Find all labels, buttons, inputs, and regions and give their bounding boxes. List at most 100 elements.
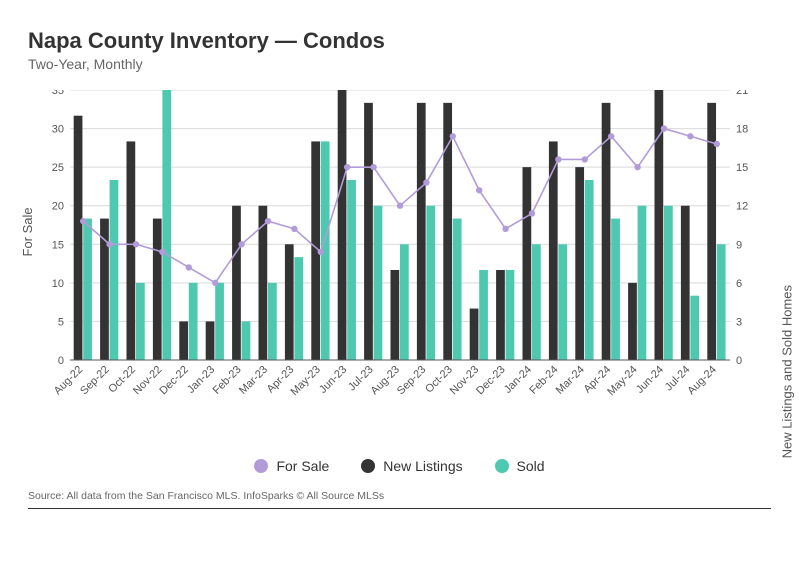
y-axis-right-label: New Listings and Sold Homes (779, 285, 794, 458)
sold-bar (717, 244, 726, 360)
sold-bar (426, 206, 435, 360)
for-sale-marker (555, 156, 561, 162)
new_listings-bar (575, 167, 584, 360)
svg-text:25: 25 (52, 162, 64, 174)
sold-bar (532, 244, 541, 360)
x-category-label: Sep-23 (395, 364, 429, 398)
x-category-label: Dec-22 (157, 364, 191, 398)
svg-text:10: 10 (52, 278, 64, 290)
sold-bar (506, 270, 515, 360)
svg-text:0: 0 (58, 355, 64, 367)
svg-text:15: 15 (52, 239, 64, 251)
svg-text:0: 0 (736, 355, 742, 367)
x-category-label: Feb-23 (211, 364, 244, 397)
new_listings-bar (549, 141, 558, 360)
sold-bar (453, 219, 462, 360)
for-sale-marker (318, 249, 324, 255)
sold-bar (136, 283, 145, 360)
chart-area: For Sale New Listings and Sold Homes 051… (28, 90, 771, 450)
for-sale-marker (133, 241, 139, 247)
sold-bar (664, 206, 673, 360)
for-sale-marker (714, 141, 720, 147)
for-sale-marker (186, 264, 192, 270)
svg-text:30: 30 (52, 124, 64, 136)
for-sale-marker (502, 226, 508, 232)
svg-text:15: 15 (736, 162, 748, 174)
for-sale-marker (582, 156, 588, 162)
legend-item-for-sale: For Sale (254, 458, 329, 474)
legend-swatch (254, 459, 268, 473)
source-line: Source: All data from the San Francisco … (28, 490, 771, 502)
legend-label: New Listings (383, 458, 462, 474)
sold-bar (162, 90, 171, 360)
for-sale-marker (634, 164, 640, 170)
sold-bar (347, 180, 356, 360)
svg-text:6: 6 (736, 278, 742, 290)
for-sale-marker (661, 125, 667, 131)
legend-item-new-listings: New Listings (361, 458, 462, 474)
sold-bar (638, 206, 647, 360)
sold-bar (558, 244, 567, 360)
sold-bar (585, 180, 594, 360)
for-sale-marker (106, 241, 112, 247)
svg-text:9: 9 (736, 239, 742, 251)
for-sale-marker (476, 187, 482, 193)
sold-bar (189, 283, 198, 360)
new_listings-bar (74, 116, 83, 360)
svg-text:3: 3 (736, 316, 742, 328)
chart-svg: 05101520253035036912151821Aug-22Sep-22Oc… (28, 90, 772, 430)
for-sale-marker (423, 179, 429, 185)
new_listings-bar (390, 270, 399, 360)
x-category-label: May-24 (605, 364, 639, 398)
x-category-label: Mar-24 (554, 364, 587, 397)
for-sale-marker (159, 249, 165, 255)
x-category-label: Sep-22 (78, 364, 112, 398)
legend-label: Sold (517, 458, 545, 474)
new_listings-bar (681, 206, 690, 360)
x-category-label: Feb-24 (527, 364, 560, 397)
legend-swatch (495, 459, 509, 473)
for-sale-marker (344, 164, 350, 170)
for-sale-marker (529, 210, 535, 216)
sold-bar (374, 206, 383, 360)
new_listings-bar (206, 321, 215, 360)
legend-label: For Sale (276, 458, 329, 474)
for-sale-marker (238, 241, 244, 247)
sold-bar (479, 270, 488, 360)
new_listings-bar (285, 244, 294, 360)
for-sale-marker (370, 164, 376, 170)
chart-subtitle: Two-Year, Monthly (28, 56, 771, 72)
x-category-label: Mar-23 (237, 364, 270, 397)
for-sale-marker (450, 133, 456, 139)
sold-bar (400, 244, 409, 360)
new_listings-bar (470, 309, 479, 360)
sold-bar (690, 296, 699, 360)
sold-bar (268, 283, 277, 360)
sold-bar (83, 219, 92, 360)
x-category-label: Jun-23 (317, 364, 349, 396)
sold-bar (611, 219, 620, 360)
svg-text:12: 12 (736, 201, 748, 213)
for-sale-marker (212, 280, 218, 286)
new_listings-bar (232, 206, 241, 360)
new_listings-bar (628, 283, 637, 360)
x-category-label: May-23 (288, 364, 322, 398)
svg-text:20: 20 (52, 201, 64, 213)
x-category-label: Aug-24 (685, 364, 719, 398)
sold-bar (215, 283, 224, 360)
chart-card: Napa County Inventory — Condos Two-Year,… (0, 0, 799, 575)
new_listings-bar (417, 103, 426, 360)
for-sale-marker (291, 226, 297, 232)
svg-text:18: 18 (736, 124, 748, 136)
svg-text:35: 35 (52, 90, 64, 97)
new_listings-bar (496, 270, 505, 360)
new_listings-bar (179, 321, 188, 360)
for-sale-marker (80, 218, 86, 224)
x-category-label: Dec-23 (474, 364, 508, 398)
legend-swatch (361, 459, 375, 473)
new_listings-bar (126, 141, 135, 360)
new_listings-bar (338, 90, 347, 360)
x-category-label: Jun-24 (634, 364, 666, 396)
chart-title: Napa County Inventory — Condos (28, 28, 771, 54)
svg-text:21: 21 (736, 90, 748, 97)
